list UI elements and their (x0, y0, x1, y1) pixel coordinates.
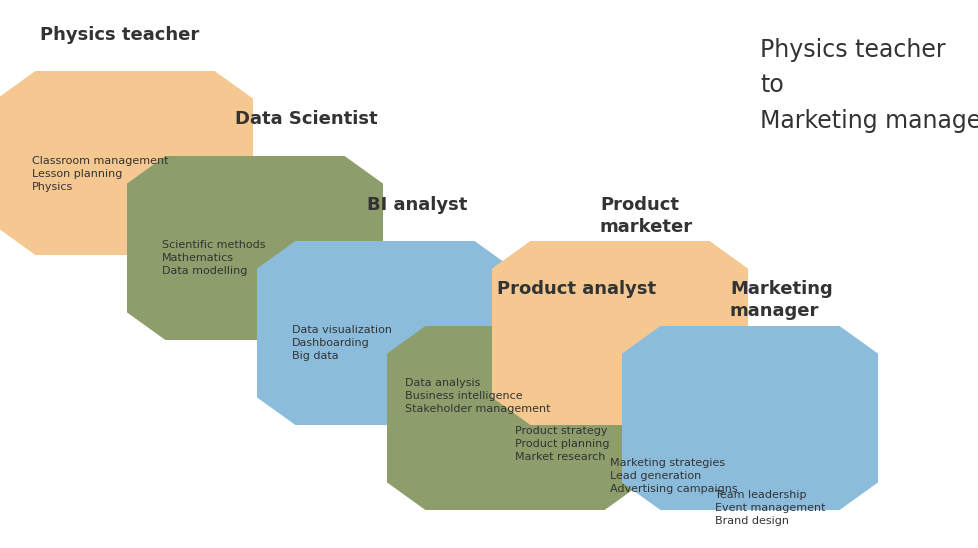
Text: BI analyst: BI analyst (367, 196, 467, 214)
Text: Product strategy
Product planning
Market research: Product strategy Product planning Market… (514, 426, 609, 463)
Polygon shape (127, 156, 382, 340)
Text: Data analysis
Business intelligence
Stakeholder management: Data analysis Business intelligence Stak… (405, 378, 550, 414)
Text: Scientific methods
Mathematics
Data modelling: Scientific methods Mathematics Data mode… (161, 240, 265, 276)
Text: Physics teacher
to
Marketing manager: Physics teacher to Marketing manager (759, 38, 978, 133)
Text: Data Scientist: Data Scientist (235, 110, 378, 128)
Text: Data visualization
Dashboarding
Big data: Data visualization Dashboarding Big data (291, 325, 391, 361)
Polygon shape (386, 326, 643, 510)
Polygon shape (621, 326, 877, 510)
Polygon shape (257, 241, 512, 425)
Text: Marketing strategies
Lead generation
Advertising campaigns: Marketing strategies Lead generation Adv… (609, 458, 736, 494)
Text: Team leadership
Event management
Brand design: Team leadership Event management Brand d… (714, 490, 824, 527)
Text: Marketing
manager: Marketing manager (730, 280, 832, 320)
Text: Product
marketer: Product marketer (600, 196, 692, 236)
Text: Product analyst: Product analyst (497, 280, 655, 298)
Text: Classroom management
Lesson planning
Physics: Classroom management Lesson planning Phy… (32, 156, 168, 192)
Polygon shape (492, 241, 747, 425)
Polygon shape (0, 71, 252, 255)
Text: Physics teacher: Physics teacher (40, 26, 200, 44)
